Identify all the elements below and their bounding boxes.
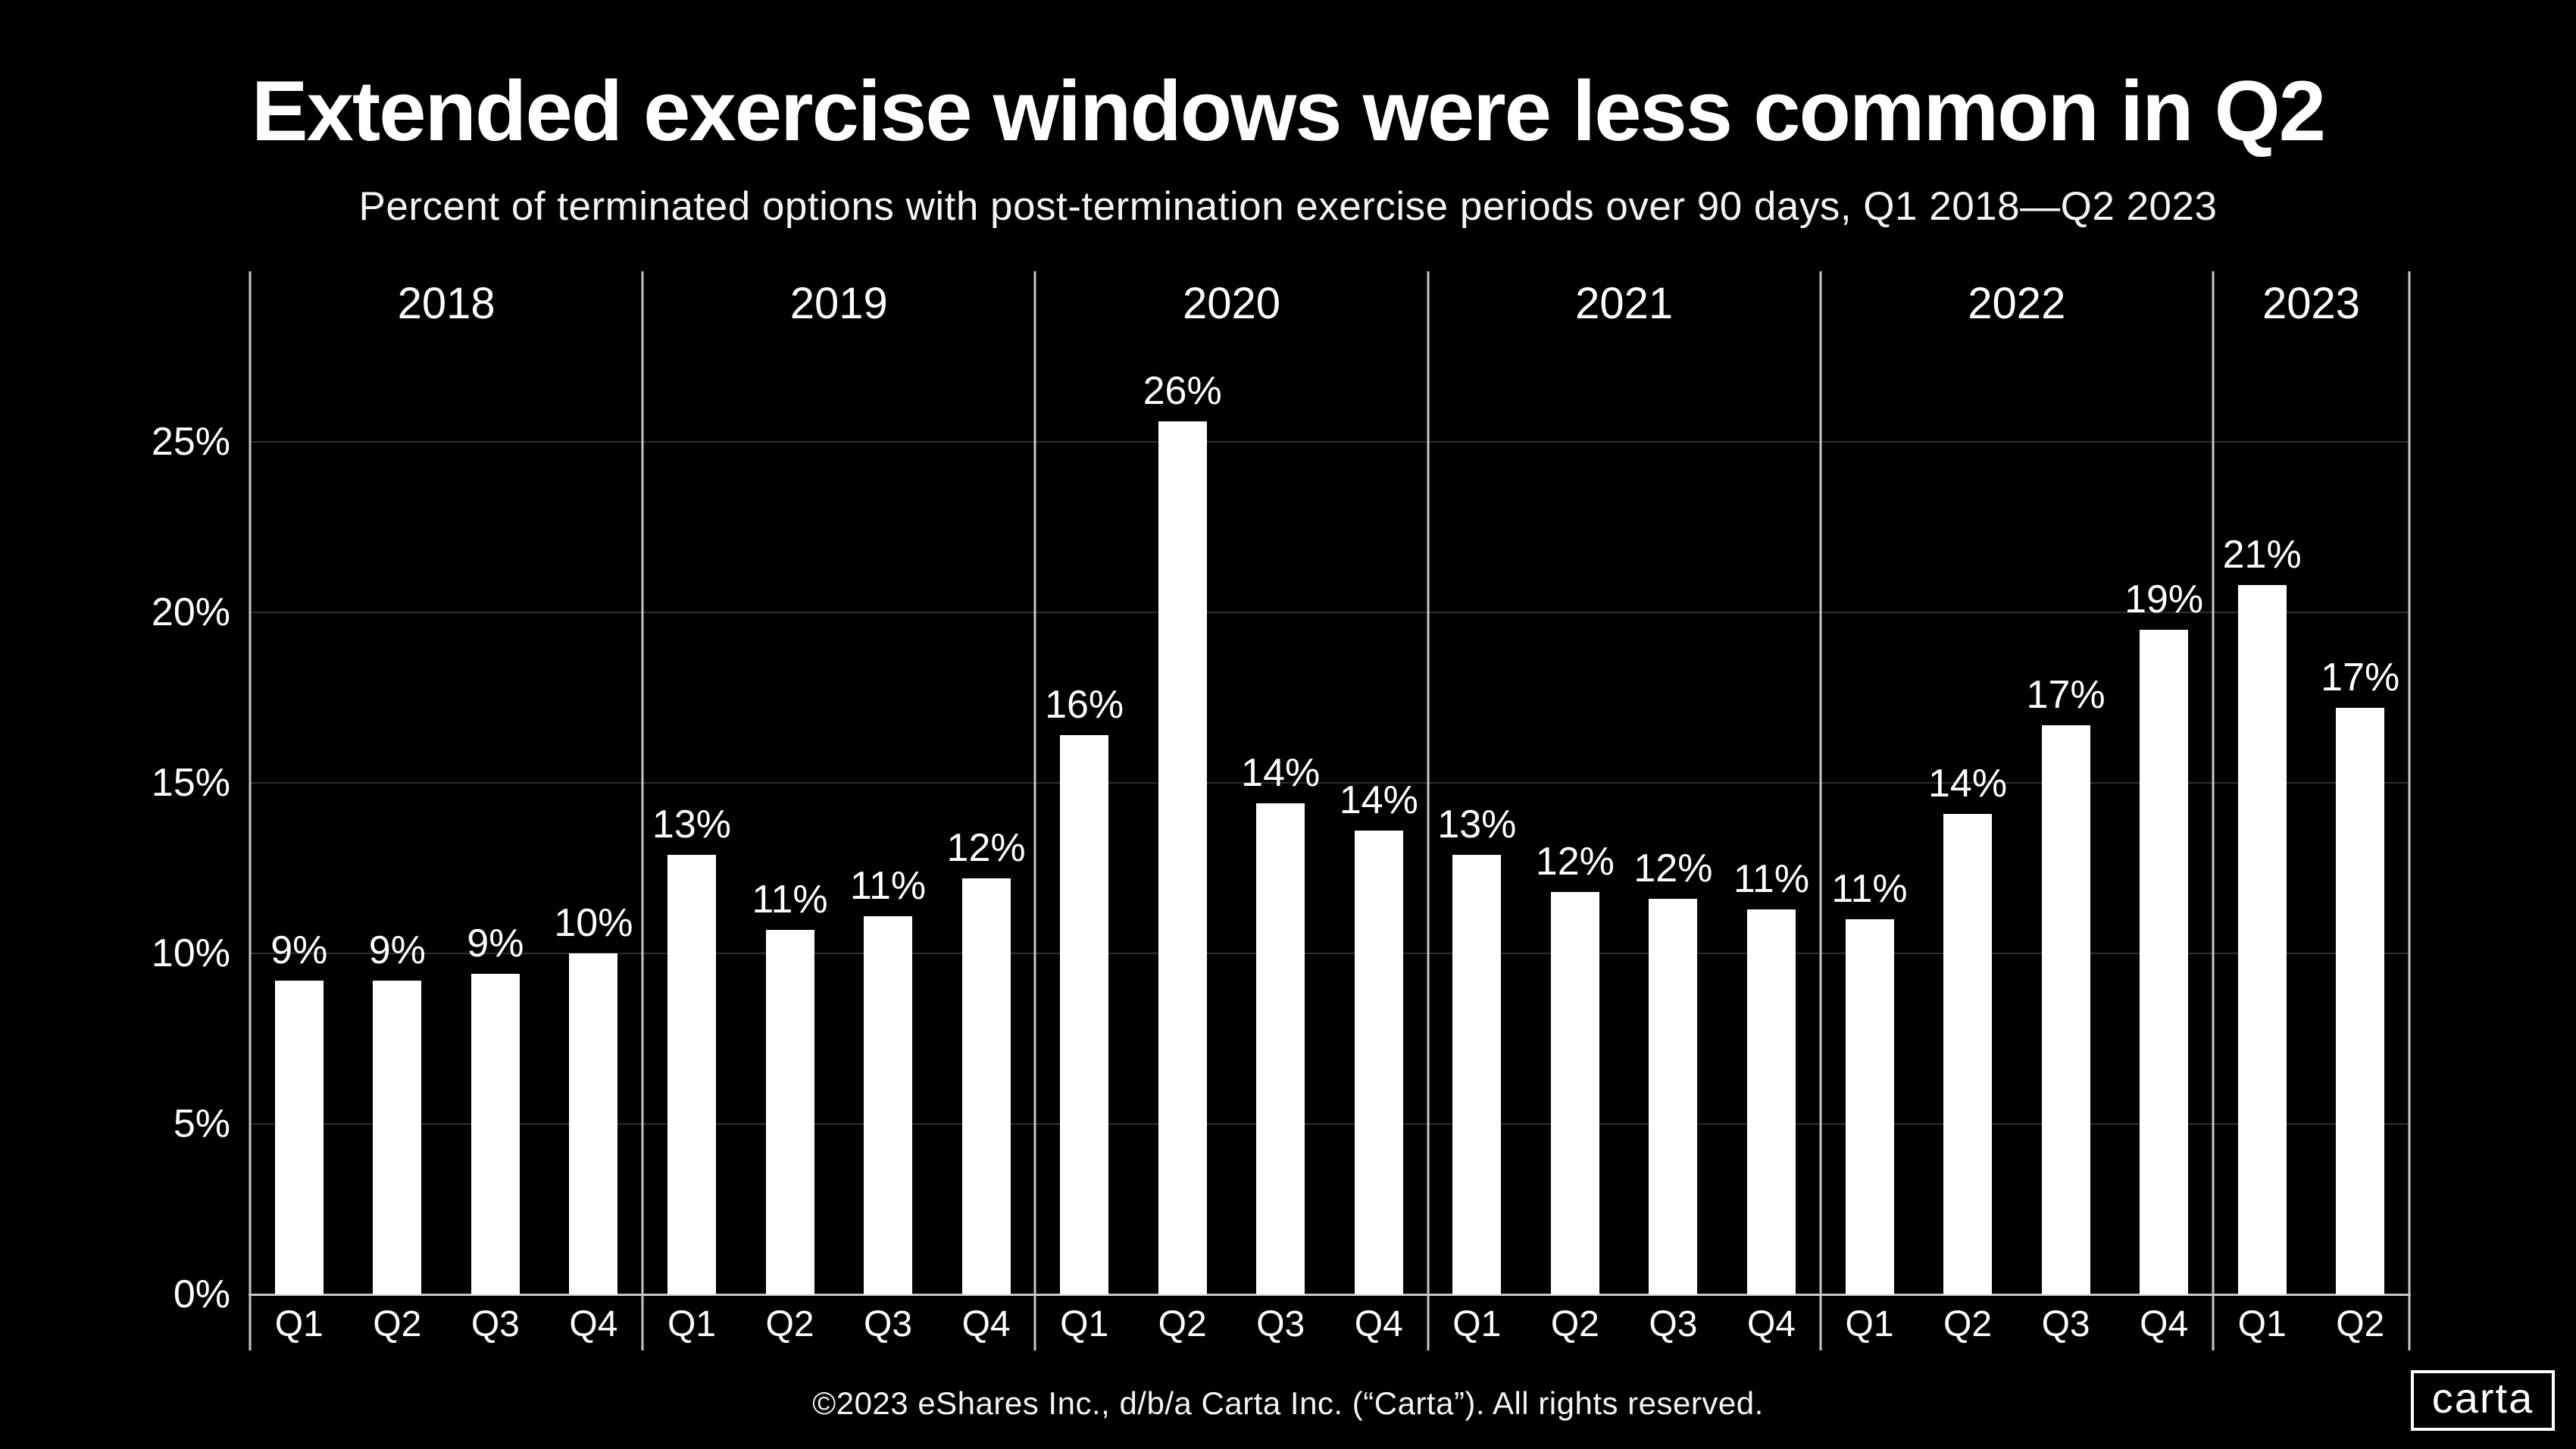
- bar-value-label: 16%: [1045, 683, 1124, 727]
- bar: [2140, 629, 2189, 1294]
- y-axis-label: 15%: [151, 761, 230, 805]
- plot-area: 0% 5% 10% 15% 20% 25% 2018 9% Q1 9% Q2 9% Q3 10% Q4 201…: [152, 271, 2411, 1350]
- bar: [667, 854, 716, 1294]
- bar-value-label: 12%: [1535, 840, 1615, 884]
- bar-value-label: 17%: [2026, 672, 2106, 717]
- quarter-label: Q3: [864, 1304, 913, 1344]
- bar: [373, 981, 422, 1294]
- year-separator: [1819, 271, 1822, 1350]
- bar-value-label: 9%: [270, 928, 328, 972]
- y-axis-label: 10%: [151, 931, 230, 975]
- bar-value-label: 9%: [467, 922, 524, 965]
- bar-value-label: 11%: [1733, 856, 1810, 901]
- quarter-label: Q3: [470, 1304, 520, 1344]
- bar-value-label: 19%: [2124, 577, 2204, 621]
- bar: [2237, 585, 2287, 1294]
- year-separator: [2212, 271, 2215, 1350]
- bar: [569, 953, 618, 1294]
- year-label: 2021: [1575, 279, 1674, 328]
- year-label: 2018: [397, 279, 496, 328]
- gridline: [250, 782, 2409, 784]
- year-label: 2023: [2262, 279, 2360, 328]
- bar: [1256, 803, 1305, 1294]
- bar-value-label: 13%: [1437, 802, 1517, 847]
- quarter-label: Q4: [1354, 1304, 1403, 1344]
- quarter-label: Q4: [961, 1304, 1011, 1344]
- bar-value-label: 11%: [752, 877, 828, 922]
- gridline: [250, 612, 2409, 613]
- bar-value-label: 9%: [368, 928, 426, 972]
- bar: [1746, 909, 1796, 1294]
- bar: [1943, 813, 1993, 1294]
- bar-value-label: 11%: [1831, 867, 1908, 911]
- bar: [1550, 892, 1599, 1294]
- quarter-label: Q4: [2140, 1304, 2189, 1344]
- quarter-label: Q3: [2041, 1304, 2090, 1344]
- bar-value-label: 21%: [2222, 533, 2302, 577]
- quarter-label: Q1: [1845, 1304, 1894, 1344]
- year-label: 2022: [1968, 279, 2066, 328]
- bar-value-label: 17%: [2321, 656, 2400, 699]
- quarter-label: Q1: [1060, 1304, 1109, 1344]
- bar: [1060, 735, 1109, 1294]
- bar: [1845, 919, 1894, 1294]
- quarter-label: Q1: [274, 1304, 324, 1344]
- year-label: 2020: [1182, 279, 1280, 328]
- year-separator: [1427, 271, 1430, 1350]
- quarter-label: Q2: [1943, 1304, 1993, 1344]
- quarter-label: Q3: [1256, 1304, 1305, 1344]
- quarter-label: Q2: [765, 1304, 814, 1344]
- plot-right-boundary-line: [2408, 271, 2411, 1350]
- quarter-label: Q3: [1649, 1304, 1698, 1344]
- bar: [961, 878, 1011, 1294]
- bar: [1452, 854, 1502, 1294]
- quarter-label: Q2: [1550, 1304, 1599, 1344]
- bar: [2041, 724, 2090, 1294]
- bar: [1649, 899, 1698, 1294]
- copyright-text: ©2023 eShares Inc., d/b/a Carta Inc. (“C…: [812, 1385, 1764, 1421]
- bar-value-label: 10%: [554, 901, 633, 945]
- y-axis-label: 25%: [151, 420, 230, 464]
- quarter-label: Q1: [2237, 1304, 2287, 1344]
- year-label: 2019: [789, 279, 888, 328]
- carta-logo: carta: [2411, 1370, 2555, 1431]
- y-axis-line: [249, 271, 252, 1350]
- y-axis-label: 0%: [173, 1272, 230, 1316]
- gridline: [250, 1123, 2409, 1125]
- x-axis-line: [249, 1294, 2411, 1296]
- year-separator: [1033, 271, 1036, 1350]
- quarter-label: Q2: [1158, 1304, 1207, 1344]
- quarter-label: Q1: [1452, 1304, 1502, 1344]
- quarter-label: Q2: [2336, 1304, 2385, 1344]
- gridline: [250, 441, 2409, 443]
- quarter-label: Q4: [1746, 1304, 1796, 1344]
- y-axis-label: 5%: [173, 1102, 230, 1146]
- bar-value-label: 12%: [1633, 847, 1713, 890]
- bar-value-label: 12%: [946, 826, 1026, 870]
- bar: [864, 915, 913, 1294]
- bar-value-label: 26%: [1143, 369, 1222, 413]
- bar: [1354, 831, 1403, 1294]
- carta-logo-text: carta: [2431, 1374, 2534, 1422]
- gridline: [250, 953, 2409, 954]
- bar-value-label: 14%: [1927, 761, 2008, 806]
- bar: [274, 981, 324, 1294]
- chart-subtitle: Percent of terminated options with post-…: [358, 184, 2218, 229]
- bar: [765, 929, 814, 1294]
- chart-title: Extended exercise windows were less comm…: [251, 64, 2326, 158]
- bar: [1158, 421, 1207, 1294]
- bar-value-label: 11%: [849, 863, 927, 908]
- year-separator: [641, 271, 644, 1350]
- quarter-label: Q2: [373, 1304, 422, 1344]
- bar-value-label: 14%: [1241, 751, 1321, 795]
- bar-value-label: 14%: [1339, 778, 1418, 822]
- bar: [2336, 708, 2385, 1294]
- y-axis-label: 20%: [151, 590, 230, 634]
- quarter-label: Q4: [569, 1304, 618, 1344]
- bar: [470, 974, 520, 1294]
- quarter-label: Q1: [667, 1304, 716, 1344]
- bar-value-label: 13%: [652, 802, 731, 847]
